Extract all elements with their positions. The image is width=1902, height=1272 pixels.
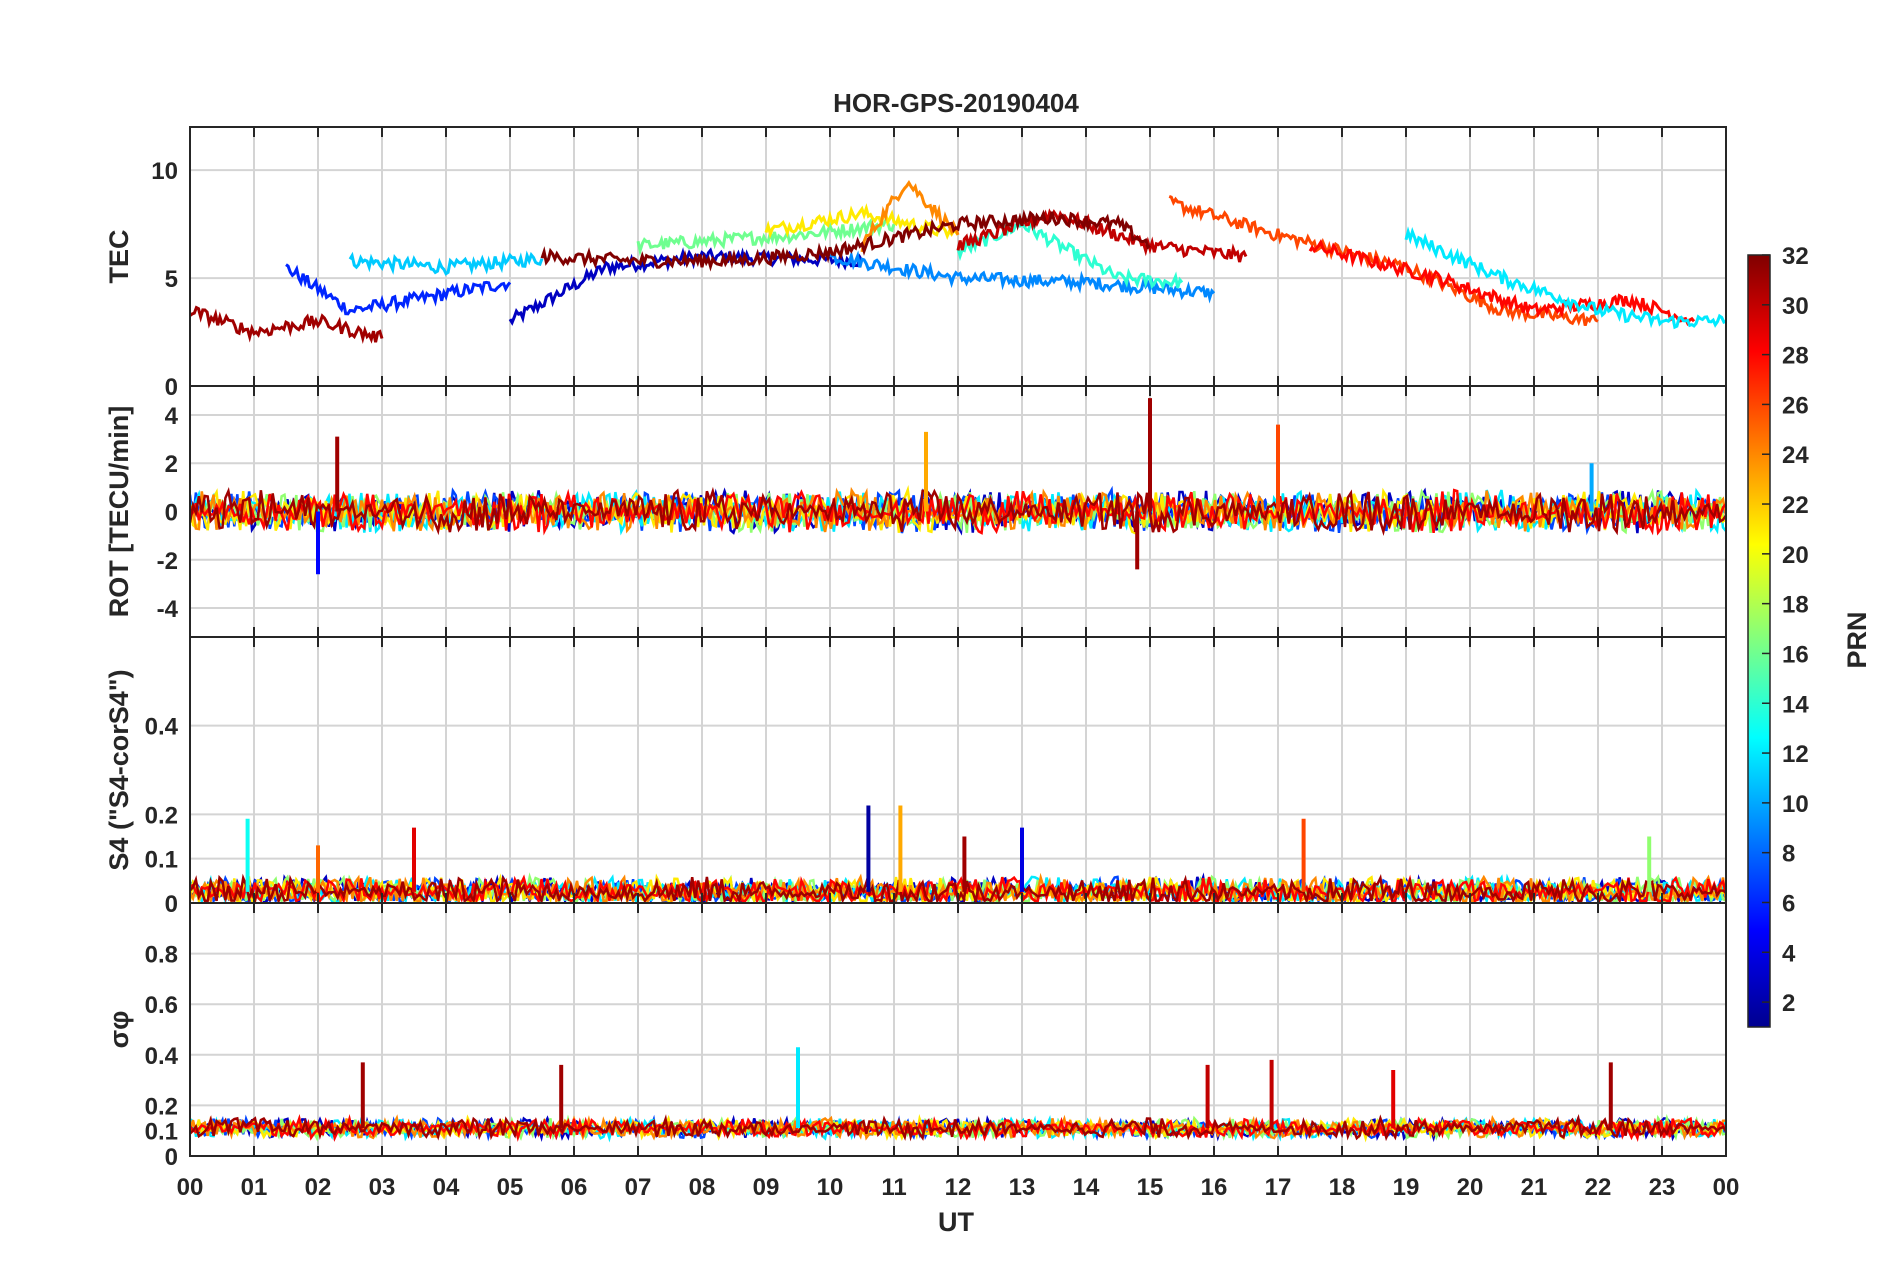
x-tick-label: 17 [1265, 1174, 1292, 1201]
x-tick-label: 20 [1457, 1174, 1484, 1201]
colorbar-tick-label: 18 [1782, 592, 1809, 619]
prn-trace-6 [285, 263, 512, 316]
colorbar-tick-label: 24 [1782, 442, 1809, 469]
x-tick-label: 13 [1009, 1174, 1036, 1201]
prn-trace-12 [1404, 226, 1726, 330]
colorbar-tick-label: 6 [1782, 890, 1795, 917]
y-tick-label: 2 [165, 451, 178, 478]
colorbar-tick-label: 26 [1782, 392, 1809, 419]
colorbar-tick-label: 8 [1782, 841, 1795, 868]
y-tick-label: 0.2 [145, 802, 178, 829]
prn-trace-26 [1168, 194, 1599, 327]
y-tick-label: 0.1 [145, 847, 178, 874]
y-tick-label: 0 [165, 500, 178, 527]
traces [190, 1047, 1726, 1143]
x-tick-label: 18 [1329, 1174, 1356, 1201]
x-tick-label: 15 [1137, 1174, 1164, 1201]
colorbar-tick-label: 30 [1782, 293, 1809, 320]
x-tick-label: 22 [1585, 1174, 1612, 1201]
y-tick-label: 0 [165, 891, 178, 918]
x-tick-label: 16 [1201, 1174, 1228, 1201]
y-tick-label: 0.2 [145, 1093, 178, 1120]
panel-3: 0 0.1 0.2 0.4 S4 ("S4-corS4") [104, 636, 1727, 918]
x-tick-labels: 00 01 02 03 04 05 06 07 08 09 10 11 12 13 14 15 16 17 18 19… [177, 1174, 1740, 1201]
y-axis-label: σφ [104, 1011, 134, 1049]
y-tick-label: -4 [157, 596, 179, 623]
x-tick-label: 02 [305, 1174, 332, 1201]
x-tick-label: 01 [241, 1174, 268, 1201]
y-tick-label: 0.4 [145, 1043, 179, 1070]
x-tick-label: 21 [1521, 1174, 1548, 1201]
prn-trace-32 [540, 209, 1151, 272]
prn-trace-28 [1308, 239, 1696, 327]
noise-trace-prn-28 [190, 874, 1726, 903]
x-tick-label: 06 [561, 1174, 588, 1201]
x-tick-label: 00 [177, 1174, 204, 1201]
x-tick-label: 14 [1073, 1174, 1100, 1201]
panel-1: 0 5 10 TEC [104, 126, 1727, 401]
colorbar-tick-label: 2 [1782, 990, 1795, 1017]
traces [190, 398, 1726, 575]
x-tick-label: 05 [497, 1174, 524, 1201]
prn-trace-21 [764, 203, 960, 241]
x-axis-label: UT [938, 1207, 974, 1237]
colorbar-tick-label: 28 [1782, 343, 1809, 370]
prn-trace-14 [956, 219, 1184, 291]
y-tick-label: 0.8 [145, 942, 178, 969]
prn-trace-9 [829, 249, 1216, 304]
y-axis-label: TEC [104, 230, 134, 284]
prn-trace-16 [636, 218, 896, 257]
colorbar-gradient [1747, 254, 1771, 1028]
x-tick-label: 23 [1649, 1174, 1676, 1201]
panel-4: 00.10.2 0.4 0.6 0.8 σφ [104, 902, 1727, 1171]
prn-trace-11 [348, 250, 544, 276]
x-tick-label: 11 [881, 1174, 906, 1201]
y-tick-label: -2 [157, 548, 178, 575]
x-tick-label: 04 [433, 1174, 460, 1201]
y-axis-label: ROT [TECU/min] [104, 406, 134, 617]
colorbar-tick-label: 22 [1782, 492, 1809, 519]
noise-trace-prn-31 [190, 1114, 1726, 1142]
noise-trace-prn-31 [190, 486, 1726, 536]
colorbar-tick-label: 32 [1782, 243, 1809, 270]
x-tick-label: 03 [369, 1174, 396, 1201]
y-tick-label: 0 [165, 1144, 178, 1171]
x-tick-label: 08 [689, 1174, 716, 1201]
colorbar-tick-label: 12 [1782, 741, 1809, 768]
noise-trace-prn-28 [190, 488, 1726, 536]
colorbar-tick-label: 4 [1782, 940, 1796, 967]
panel-2: -4 -2 0 2 4 ROT [TECU/min] [104, 385, 1727, 638]
colorbar-tick-label: 16 [1782, 641, 1809, 668]
colorbar-label: PRN [1842, 611, 1872, 668]
colorbar-tick-label: 14 [1782, 691, 1809, 718]
prn-trace-31 [190, 305, 384, 344]
noise-trace-prn-24 [190, 872, 1726, 903]
x-tick-label: 10 [817, 1174, 844, 1201]
x-tick-label: 19 [1393, 1174, 1420, 1201]
y-tick-label: 0.4 [145, 714, 179, 741]
x-tick-label: 07 [625, 1174, 652, 1201]
y-tick-label: 10 [151, 158, 178, 185]
traces [190, 179, 1726, 344]
colorbar-tick-label: 20 [1782, 542, 1809, 569]
y-tick-label: 0.1 [145, 1119, 178, 1146]
x-tick-label: 09 [753, 1174, 780, 1201]
y-tick-label: 0 [165, 374, 178, 401]
colorbar-tick-label: 10 [1782, 791, 1809, 818]
y-tick-label: 0.6 [145, 992, 178, 1019]
y-tick-label: 4 [165, 403, 179, 430]
y-tick-label: 5 [165, 266, 178, 293]
y-axis-label: S4 ("S4-corS4") [104, 669, 134, 870]
x-tick-label: 12 [945, 1174, 972, 1201]
x-tick-label: 00 [1713, 1174, 1740, 1201]
prn-trace-30 [956, 208, 1248, 263]
chart-title: HOR-GPS-20190404 [833, 88, 1079, 118]
